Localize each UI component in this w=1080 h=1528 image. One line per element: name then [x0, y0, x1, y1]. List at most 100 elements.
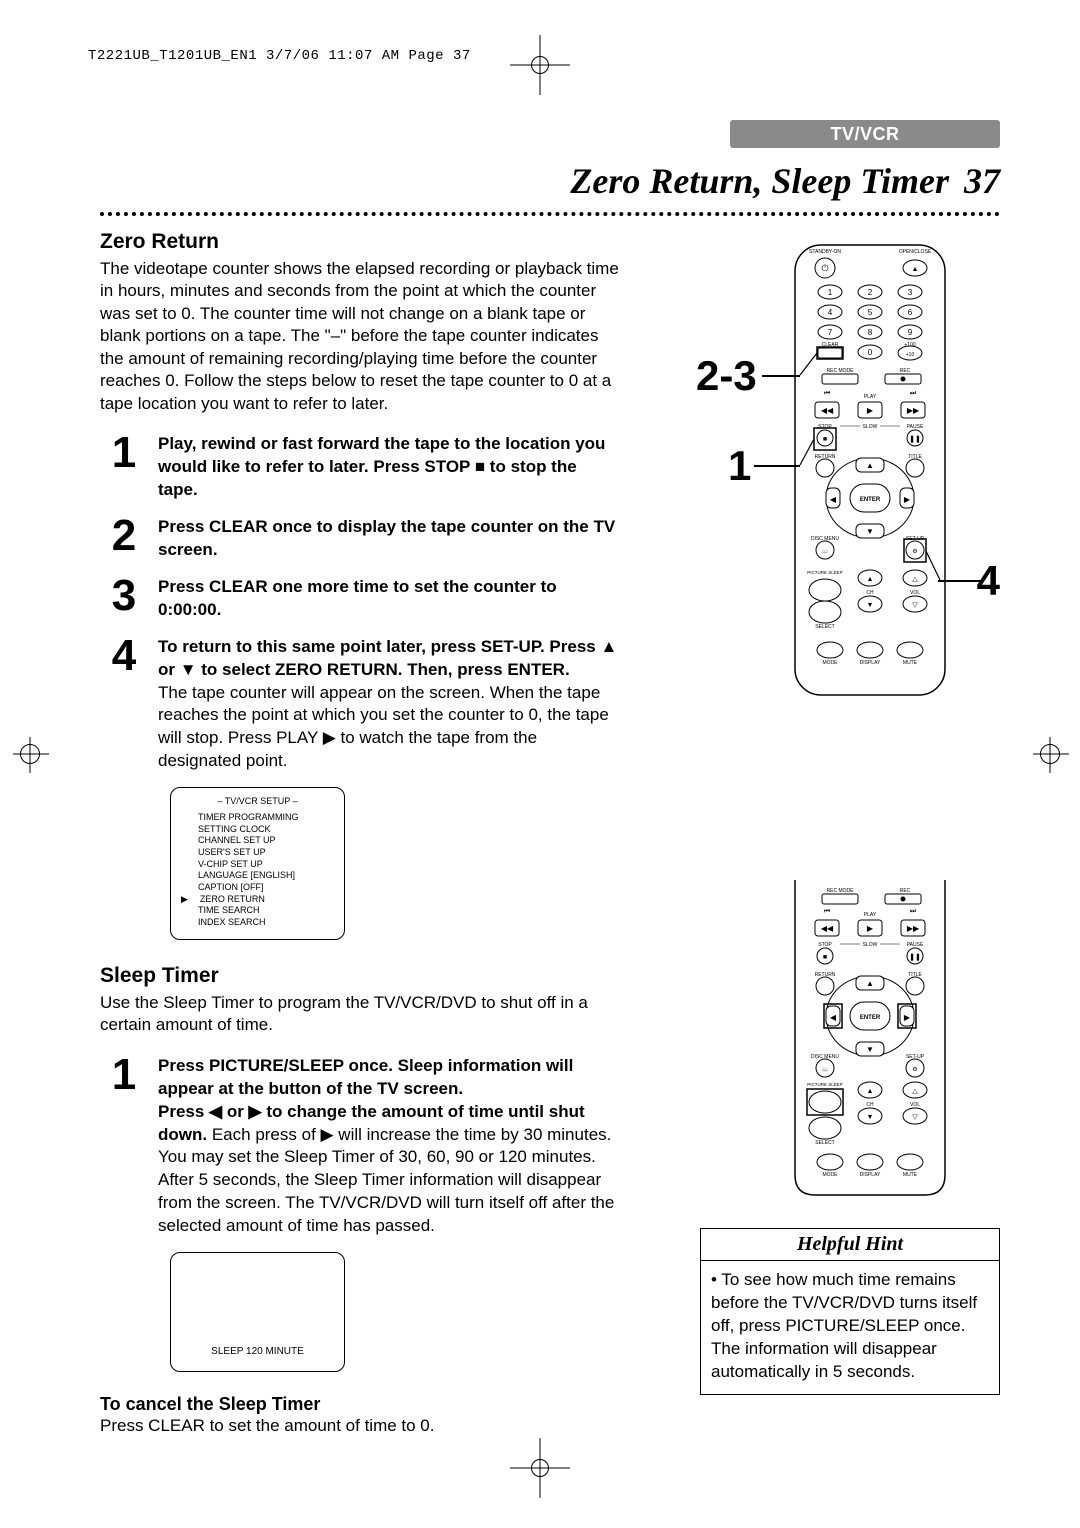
- svg-text:SELECT: SELECT: [815, 624, 834, 630]
- sleep-osd: SLEEP 120 MINUTE: [170, 1252, 345, 1372]
- title-button: [906, 459, 924, 477]
- step-1: 1 Play, rewind or fast forward the tape …: [100, 433, 620, 502]
- osd-item: LANGUAGE [ENGLISH]: [181, 870, 334, 882]
- svg-text:▲: ▲: [866, 979, 874, 988]
- svg-text:◀◀: ◀◀: [821, 406, 834, 415]
- step-4-bold: To return to this same point later, pres…: [158, 637, 617, 679]
- svg-text:+10: +10: [906, 352, 915, 358]
- svg-text:STOP: STOP: [818, 942, 832, 948]
- svg-text:8: 8: [868, 328, 873, 337]
- svg-text:▲: ▲: [866, 461, 874, 470]
- svg-text:⏭: ⏭: [910, 908, 917, 915]
- svg-text:CH: CH: [866, 1102, 874, 1108]
- svg-text:MODE: MODE: [823, 1172, 839, 1178]
- svg-text:DISPLAY: DISPLAY: [860, 660, 881, 666]
- svg-text:◀: ◀: [830, 495, 837, 504]
- step-2: 2 Press CLEAR once to display the tape c…: [100, 516, 620, 562]
- sleep-step-1-plain: Each press of ▶ will increase the time b…: [158, 1125, 614, 1236]
- osd-item: SETTING CLOCK: [181, 824, 334, 836]
- remote-partial-svg: REC MODE REC PLAY ◀◀ ▶ ▶▶ ⏮ ⏭ STOP ■ SLO…: [790, 880, 950, 1200]
- svg-text:5: 5: [868, 308, 873, 317]
- svg-text:▶: ▶: [904, 1013, 911, 1022]
- svg-text:▼: ▼: [867, 1114, 874, 1121]
- helpful-hint-title: Helpful Hint: [701, 1229, 999, 1261]
- svg-text:PICTURE SLEEP: PICTURE SLEEP: [807, 570, 843, 575]
- svg-text:ENTER: ENTER: [860, 497, 881, 503]
- svg-text:4: 4: [828, 308, 833, 317]
- step-3-text: Press CLEAR one more time to set the cou…: [158, 577, 557, 619]
- osd-item: TIMER PROGRAMMING: [181, 812, 334, 824]
- callout-4: 4: [977, 560, 1000, 602]
- helpful-hint-body: • To see how much time remains before th…: [701, 1261, 999, 1394]
- svg-text:▶: ▶: [867, 406, 874, 415]
- zero-return-intro: The videotape counter shows the elapsed …: [100, 258, 620, 415]
- svg-text:VOL: VOL: [910, 1102, 920, 1108]
- svg-text:PAUSE: PAUSE: [907, 942, 924, 948]
- remote-full-svg: ⏻ STANDBY-ON ▲ OPEN/CLOSE 1 2 3 4 5 6: [790, 240, 950, 700]
- svg-text:▶▶: ▶▶: [907, 406, 920, 415]
- svg-text:◀◀: ◀◀: [821, 924, 834, 933]
- mute-button: [897, 642, 923, 658]
- select-button: [809, 601, 841, 623]
- svg-text:MUTE: MUTE: [903, 660, 918, 666]
- crop-mark-top: [510, 35, 570, 95]
- rec-dot-icon: [901, 377, 906, 382]
- svg-text:6: 6: [908, 308, 913, 317]
- nav-cluster: ENTER ▲ ▼ ◀ ▶: [826, 458, 914, 538]
- svg-text:▽: ▽: [912, 1114, 918, 1121]
- remote-diagram-partial: REC MODE REC PLAY ◀◀ ▶ ▶▶ ⏮ ⏭ STOP ■ SLO…: [790, 880, 950, 1200]
- svg-text:⏮: ⏮: [824, 908, 830, 915]
- svg-text:3: 3: [908, 288, 913, 297]
- crop-mark-bottom: [510, 1438, 570, 1498]
- svg-text:❚❚: ❚❚: [909, 953, 921, 961]
- svg-text:PAUSE: PAUSE: [907, 424, 924, 430]
- helpful-hint-box: Helpful Hint • To see how much time rema…: [700, 1228, 1000, 1395]
- print-reference-line: T2221UB_T1201UB_EN1 3/7/06 11:07 AM Page…: [88, 48, 471, 64]
- svg-text:SELECT: SELECT: [815, 1140, 834, 1146]
- svg-text:PLAY: PLAY: [864, 394, 877, 400]
- svg-text:■: ■: [823, 436, 827, 443]
- svg-text:STANDBY-ON: STANDBY-ON: [809, 249, 841, 255]
- sleep-step-1: 1 Press PICTURE/SLEEP once. Sleep inform…: [100, 1055, 620, 1239]
- svg-text:▶: ▶: [904, 495, 911, 504]
- svg-text:▽: ▽: [912, 602, 918, 609]
- step-4-plain: The tape counter will appear on the scre…: [158, 683, 609, 771]
- osd-item: USER'S SET UP: [181, 847, 334, 859]
- zero-return-steps: 1 Play, rewind or fast forward the tape …: [100, 433, 620, 773]
- picture-sleep-button: [809, 1091, 841, 1113]
- callout-1: 1: [728, 445, 751, 487]
- svg-text:❚❚: ❚❚: [909, 435, 921, 443]
- osd-item: V-CHIP SET UP: [181, 859, 334, 871]
- clear-button: [818, 348, 842, 358]
- svg-text:▼: ▼: [866, 527, 874, 536]
- step-4: 4 To return to this same point later, pr…: [100, 636, 620, 774]
- mode-button: [817, 642, 843, 658]
- svg-text:MUTE: MUTE: [903, 1172, 918, 1178]
- svg-text:SLOW: SLOW: [863, 424, 878, 430]
- svg-text:▼: ▼: [867, 602, 874, 609]
- svg-text:0: 0: [868, 348, 873, 357]
- step-number: 1: [100, 1055, 148, 1239]
- svg-text:CH: CH: [866, 590, 874, 596]
- svg-text:REC: REC: [900, 888, 911, 894]
- callout-2-3: 2-3: [696, 355, 757, 397]
- section-tab: TV/VCR: [730, 120, 1000, 148]
- svg-text:△: △: [912, 1088, 918, 1095]
- svg-text:2: 2: [868, 288, 873, 297]
- return-button: [816, 459, 834, 477]
- zero-return-heading: Zero Return: [100, 230, 620, 254]
- osd-item: ▶ZERO RETURN: [181, 894, 334, 906]
- svg-text:⏮: ⏮: [824, 390, 830, 397]
- svg-text:MODE: MODE: [823, 660, 839, 666]
- svg-text:▼: ▼: [866, 1045, 874, 1054]
- svg-text:⚙: ⚙: [912, 548, 917, 555]
- svg-text:📖: 📖: [822, 1067, 828, 1073]
- remote-diagram-full: 2-3 1 4 ⏻ STANDBY-ON ▲ OPEN/CLOSE: [790, 240, 950, 700]
- svg-text:REC MODE: REC MODE: [827, 888, 855, 894]
- svg-text:◀: ◀: [830, 1013, 837, 1022]
- svg-text:7: 7: [828, 328, 833, 337]
- svg-text:▲: ▲: [912, 266, 919, 273]
- sleep-step-1a: Press PICTURE/SLEEP once. Sleep informat…: [158, 1056, 573, 1098]
- page-title-text: Zero Return, Sleep Timer: [570, 161, 949, 201]
- crop-mark-right: [1040, 744, 1060, 764]
